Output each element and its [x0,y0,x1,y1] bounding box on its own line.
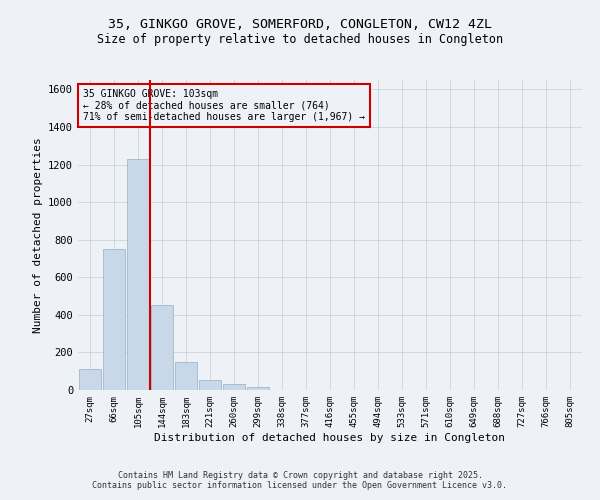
Bar [175,362,197,390]
Text: Size of property relative to detached houses in Congleton: Size of property relative to detached ho… [97,32,503,46]
Bar [223,384,245,390]
Text: Contains HM Land Registry data © Crown copyright and database right 2025.
Contai: Contains HM Land Registry data © Crown c… [92,470,508,490]
Bar [151,306,173,390]
Bar [79,370,101,390]
Text: 35, GINKGO GROVE, SOMERFORD, CONGLETON, CW12 4ZL: 35, GINKGO GROVE, SOMERFORD, CONGLETON, … [108,18,492,30]
Text: 35 GINKGO GROVE: 103sqm
← 28% of detached houses are smaller (764)
71% of semi-d: 35 GINKGO GROVE: 103sqm ← 28% of detache… [83,90,365,122]
X-axis label: Distribution of detached houses by size in Congleton: Distribution of detached houses by size … [155,432,505,442]
Bar [247,386,269,390]
Bar [127,159,149,390]
Y-axis label: Number of detached properties: Number of detached properties [32,137,43,333]
Bar [103,249,125,390]
Bar [199,380,221,390]
